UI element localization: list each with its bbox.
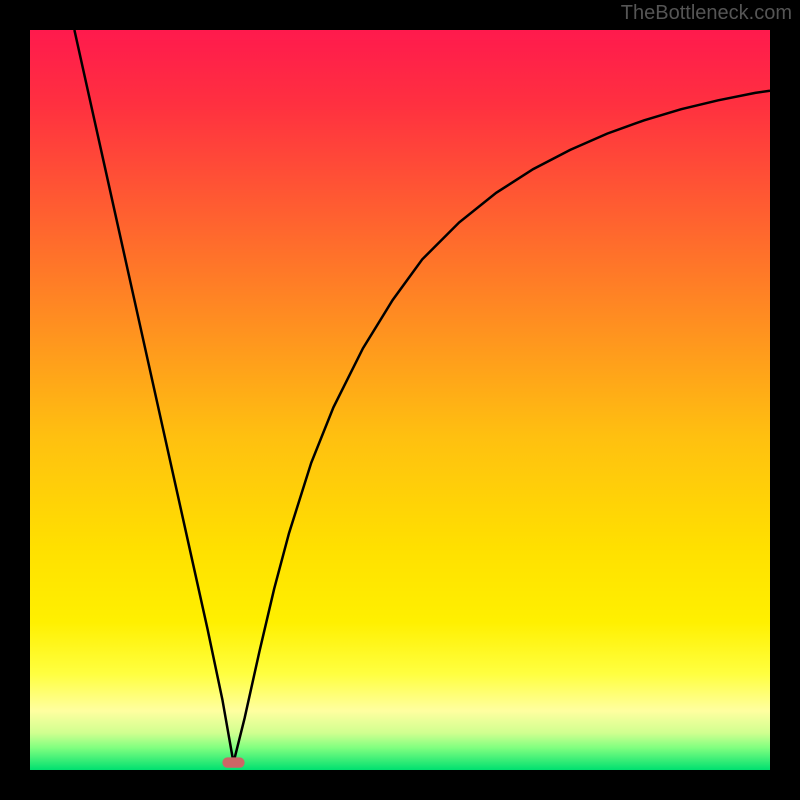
minimum-marker bbox=[222, 757, 244, 767]
watermark-text: TheBottleneck.com bbox=[621, 2, 792, 25]
bottleneck-chart: TheBottleneck.com bbox=[0, 0, 800, 800]
chart-svg bbox=[0, 0, 800, 800]
chart-background bbox=[30, 30, 770, 770]
